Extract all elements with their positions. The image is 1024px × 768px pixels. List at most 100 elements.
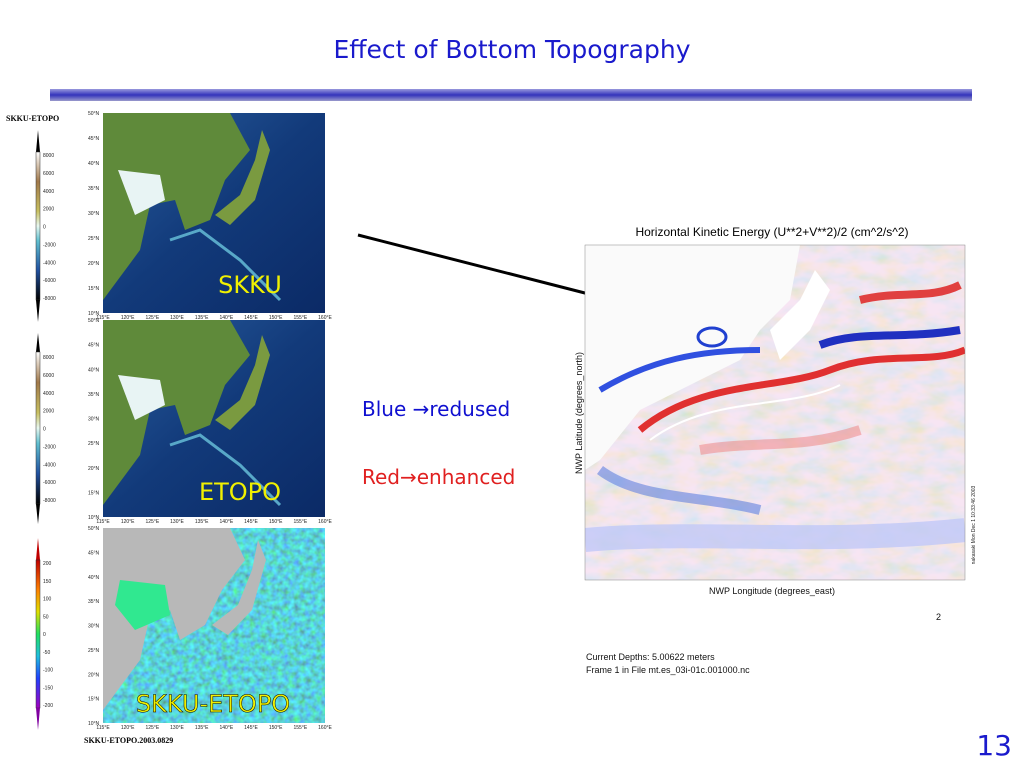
map-label: SKKU <box>218 271 282 299</box>
colorbar-tick-label: 50 <box>43 614 49 620</box>
latitude-label: 35°N <box>88 186 100 192</box>
map-label: SKKU-ETOPO <box>136 690 290 718</box>
colorbar-tick-label: -100 <box>43 668 53 674</box>
difference-map <box>103 528 325 723</box>
longitude-label: 115°E <box>96 315 110 321</box>
longitude-label: 135°E <box>195 725 209 731</box>
latitude-label: 10°N <box>88 515 100 521</box>
longitude-label: 155°E <box>293 519 307 525</box>
colorbar-tick-label: 6000 <box>43 171 54 177</box>
longitude-label: 160°E <box>318 315 332 321</box>
longitude-label: 140°E <box>219 519 233 525</box>
longitude-label: 160°E <box>318 519 332 525</box>
longitude-label: 150°E <box>269 315 283 321</box>
latitude-label: 50°N <box>88 526 100 532</box>
longitude-label: 150°E <box>269 519 283 525</box>
colorbar-tick-label: -2000 <box>43 242 56 248</box>
latitude-label: 45°N <box>88 550 100 556</box>
longitude-label: 145°E <box>244 519 258 525</box>
latitude-label: 35°N <box>88 392 100 398</box>
longitude-label: 150°E <box>269 725 283 731</box>
colorbar-tick-label: -6000 <box>43 278 56 284</box>
arrow <box>357 233 621 304</box>
longitude-label: 120°E <box>121 519 135 525</box>
colorbar-tick-label: -4000 <box>43 462 56 468</box>
latitude-label: 30°N <box>88 624 100 630</box>
longitude-label: 140°E <box>219 725 233 731</box>
colorbar-tick-label: 8000 <box>43 355 54 361</box>
latitude-label: 15°N <box>88 490 100 496</box>
latitude-label: 15°N <box>88 697 100 703</box>
latitude-label: 40°N <box>88 367 100 373</box>
file-info: Frame 1 in File mt.es_03i-01c.001000.nc <box>586 665 750 675</box>
y-axis-label: NWP Latitude (degrees_north) <box>574 352 584 474</box>
longitude-label: 135°E <box>195 315 209 321</box>
latitude-label: 20°N <box>88 466 100 472</box>
latitude-label: 15°N <box>88 286 100 292</box>
topography-map <box>103 320 325 517</box>
latitude-label: 25°N <box>88 648 100 654</box>
longitude-label: 125°E <box>145 725 159 731</box>
latitude-label: 10°N <box>88 311 100 317</box>
longitude-label: 125°E <box>145 315 159 321</box>
panel-footer: SKKU-ETOPO.2003.0829 <box>84 736 173 745</box>
latitude-label: 30°N <box>88 417 100 423</box>
colorbar-tick-label: 2000 <box>43 409 54 415</box>
longitude-label: 155°E <box>293 315 307 321</box>
slide-title: Effect of Bottom Topography <box>333 35 690 64</box>
latitude-label: 20°N <box>88 261 100 267</box>
longitude-label: 120°E <box>121 315 135 321</box>
map-label: ETOPO <box>199 478 281 506</box>
colorbar-tick-label: 100 <box>43 597 52 603</box>
colorbar-tick-label: 0 <box>43 427 46 433</box>
colorbar-tick-label: 4000 <box>43 189 54 195</box>
latitude-label: 10°N <box>88 721 100 727</box>
longitude-label: 130°E <box>170 725 184 731</box>
colorbar-tick-label: 4000 <box>43 391 54 397</box>
colorbar-tick-label: 150 <box>43 579 52 585</box>
latitude-label: 40°N <box>88 161 100 167</box>
colorbar-tick-label: -4000 <box>43 260 56 266</box>
colorbar-tick-label: -50 <box>43 650 50 656</box>
timestamp: nakasaki Mon Dec 1 10:33:46 2003 <box>971 485 977 564</box>
latitude-label: 25°N <box>88 441 100 447</box>
depth-info: Current Depths: 5.00622 meters <box>586 652 715 662</box>
latitude-label: 45°N <box>88 136 100 142</box>
colorbar-tick-label: 0 <box>43 632 46 638</box>
latitude-label: 50°N <box>88 111 100 117</box>
colorbar-tick-label: -200 <box>43 703 53 709</box>
colorbar-tick-label: 0 <box>43 225 46 231</box>
longitude-label: 120°E <box>121 725 135 731</box>
latitude-label: 25°N <box>88 236 100 242</box>
longitude-label: 130°E <box>170 315 184 321</box>
colorbar-tick-label: -8000 <box>43 498 56 504</box>
longitude-label: 160°E <box>318 725 332 731</box>
colorbar-tick-label: -8000 <box>43 296 56 302</box>
frame-number: 2 <box>936 612 941 622</box>
longitude-label: 115°E <box>96 519 110 525</box>
latitude-label: 45°N <box>88 343 100 349</box>
longitude-label: 145°E <box>244 315 258 321</box>
longitude-label: 140°E <box>219 315 233 321</box>
colorbar-tick-label: 2000 <box>43 207 54 213</box>
annotation-red: Red→enhanced <box>362 465 515 489</box>
longitude-label: 125°E <box>145 519 159 525</box>
colorbar-tick-label: 8000 <box>43 153 54 159</box>
longitude-label: 145°E <box>244 725 258 731</box>
longitude-label: 130°E <box>170 519 184 525</box>
longitude-label: 135°E <box>195 519 209 525</box>
latitude-label: 40°N <box>88 575 100 581</box>
topography-map <box>103 113 325 313</box>
colorbars <box>35 130 41 730</box>
plot-title: Horizontal Kinetic Energy (U**2+V**2)/2 … <box>635 225 908 239</box>
kinetic-energy-map <box>585 245 965 580</box>
latitude-label: 35°N <box>88 599 100 605</box>
colorbar-tick-label: -6000 <box>43 480 56 486</box>
panel-header: SKKU-ETOPO <box>6 114 59 123</box>
colorbar-tick-label: 6000 <box>43 373 54 379</box>
page-number: 13 <box>976 729 1012 762</box>
colorbar-tick-label: -2000 <box>43 444 56 450</box>
longitude-label: 155°E <box>293 725 307 731</box>
latitude-label: 50°N <box>88 318 100 324</box>
annotation-blue: Blue →redused <box>362 397 510 421</box>
